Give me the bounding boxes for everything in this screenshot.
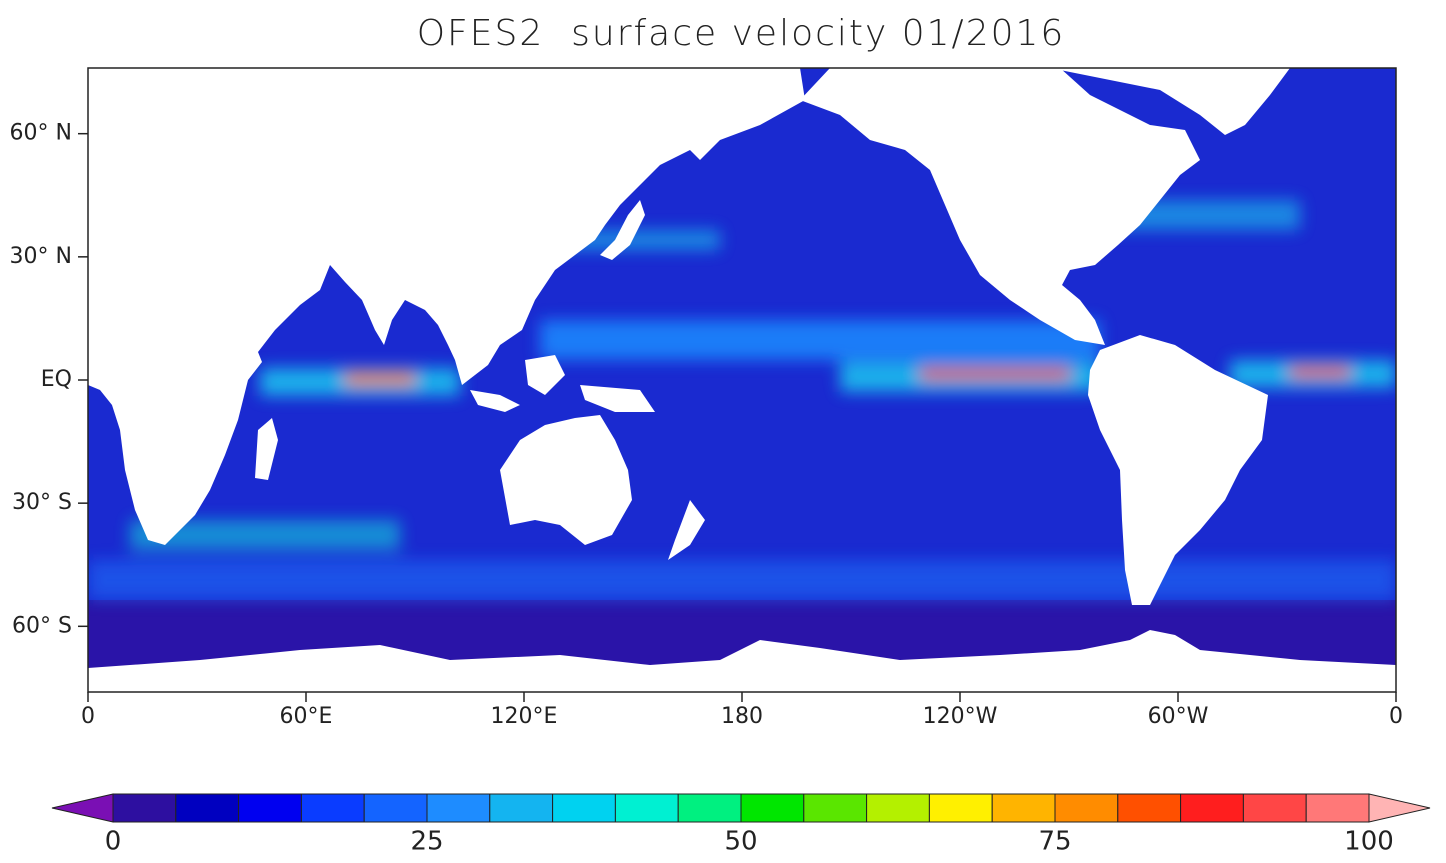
currents [88,200,1396,600]
colorbar-segment [1305,793,1370,823]
eurasia-africa [88,68,805,545]
colorbar-segment [1242,793,1307,823]
y-tick-label: 30° S [12,490,72,515]
australia [500,415,632,545]
colorbar-over [1368,793,1431,823]
colorbar-segment [866,793,930,823]
colorbar-segment [363,793,428,823]
colorbar-segment [740,793,805,823]
colorbar-segment [1117,793,1182,823]
title: OFES2 surface velocity 01/2016 [417,13,1066,54]
colorbar-segment [112,793,177,823]
indonesia [470,355,655,412]
x-tick-label: 180 [721,704,763,729]
x-tick-label: 120°E [491,704,558,729]
south-america [1088,335,1268,605]
colorbar-label: 25 [410,827,443,857]
colorbar-segment [300,793,365,823]
north-america [800,68,1200,345]
x-tick-label: 0 [1389,704,1403,729]
y-tick-label: 30° N [10,244,72,269]
greenland [1050,68,1290,135]
x-tick-label: 0 [81,704,95,729]
x-tick-label: 60°E [280,704,333,729]
x-tick-label: 60°W [1148,704,1209,729]
colorbar-segment [1180,793,1244,823]
japan [600,200,645,260]
map [88,68,1396,692]
y-tick-label: 60° S [12,613,72,638]
antarctica [88,630,1396,692]
y-tick-label: 60° N [10,121,72,146]
colorbar-segment [928,793,993,823]
x-tick-label: 120°W [923,704,998,729]
colorbar-segment [614,793,679,823]
colorbar-label: 75 [1038,827,1071,857]
colorbar-segment [1054,793,1119,823]
colorbar-label: 100 [1344,827,1394,857]
madagascar [255,418,278,480]
colorbar-segment [677,793,742,823]
colorbar-segment [426,793,491,823]
colorbar-segment [489,793,554,823]
y-tick-label: EQ [41,367,72,392]
colorbar-segment [238,793,302,823]
new-zealand [668,500,705,560]
colorbar-segment [552,793,616,823]
colorbar-segment [803,793,868,823]
colorbar-label: 50 [724,827,757,857]
colorbar-segment [175,793,240,823]
colorbar-label: 0 [105,827,122,857]
colorbar-under [51,793,114,823]
colorbar-segment [991,793,1056,823]
